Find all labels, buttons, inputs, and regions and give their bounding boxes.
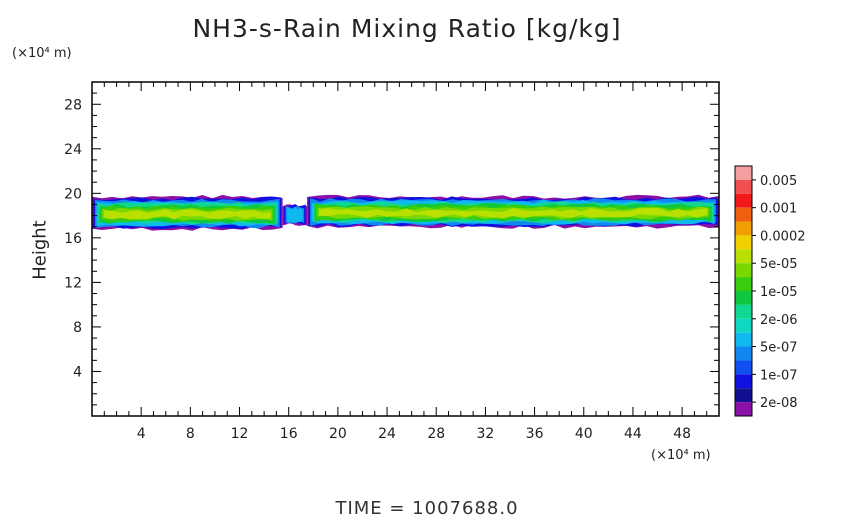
colorbar-swatch [735,179,752,194]
x-tick-label: 8 [186,426,195,442]
colorbar-swatch [735,221,752,236]
colorbar-swatch [735,318,752,333]
band-layer-0-8 [103,209,271,220]
y-scale-note: (×10⁴ m) [12,46,72,61]
x-tick-label: 32 [476,426,494,442]
colorbar-swatch [735,360,752,375]
colorbar-swatch [735,346,752,361]
y-tick-label: 20 [64,186,82,202]
colorbar-swatch [735,249,752,264]
colorbar-swatch [735,263,752,278]
y-tick-label: 24 [64,142,82,158]
x-scale-note: (×10⁴ m) [651,448,711,463]
colorbar-swatch [735,374,752,389]
band-layer-1-3 [287,206,303,224]
x-tick-label: 16 [280,426,298,442]
x-tick-label: 36 [526,426,544,442]
x-tick-label: 24 [378,426,396,442]
colorbar-label: 0.005 [760,174,797,189]
colorbar-label: 1e-07 [760,368,798,383]
x-tick-label: 28 [427,426,445,442]
colorbar-label: 0.001 [760,202,797,217]
x-tick-label: 48 [673,426,691,442]
colorbar-swatch [735,388,752,403]
colorbar-swatch [735,166,752,180]
colorbar-label: 0.0002 [760,229,806,244]
colorbar-swatch [735,291,752,305]
plot-frame [91,81,720,417]
colorbar-swatch [735,207,752,222]
colorbar-swatch [735,332,752,347]
time-footer: TIME = 1007688.0 [335,498,519,519]
y-tick-label: 16 [64,231,82,247]
band-layer-2-8 [318,208,708,218]
x-tick-label: 40 [575,426,593,442]
chart-title: NH3-s-Rain Mixing Ratio [kg/kg] [192,14,622,43]
y-tick-label: 28 [64,97,82,113]
x-tick-label: 44 [624,426,642,442]
y-tick-label: 8 [73,320,82,336]
x-tick-label: 4 [137,426,146,442]
colorbar-swatch [735,402,752,416]
colorbar-swatch [735,235,752,250]
x-tick-label: 12 [231,426,249,442]
colorbar-label: 1e-05 [760,285,798,300]
colorbar-swatch [735,304,752,319]
colorbar-swatch [735,277,752,291]
colorbar-label: 2e-06 [760,313,798,328]
y-tick-label: 4 [73,364,82,380]
colorbar-swatch [735,193,752,208]
colorbar-label: 5e-07 [760,341,798,356]
x-tick-label: 20 [329,426,347,442]
colorbar-label: 5e-05 [760,257,798,272]
colorbar-label: 2e-08 [760,396,798,411]
y-tick-label: 12 [64,275,82,291]
